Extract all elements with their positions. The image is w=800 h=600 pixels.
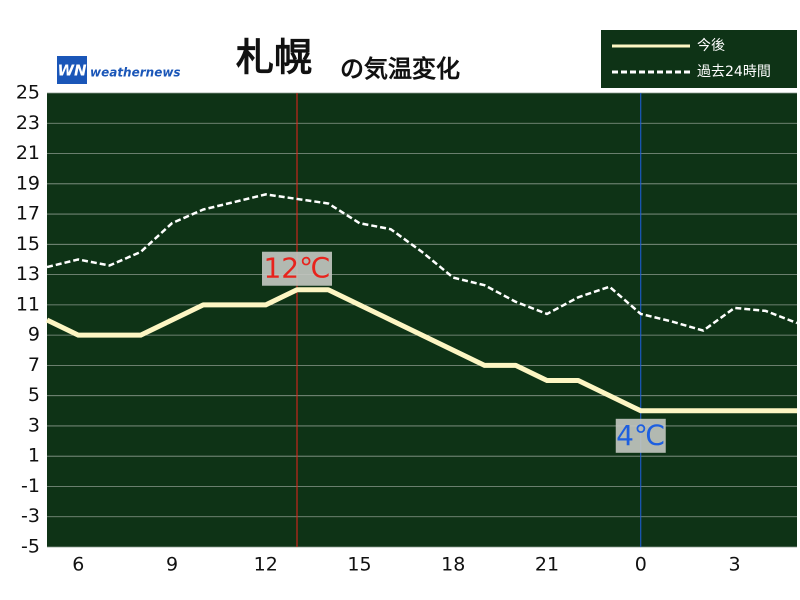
- x-tick-label: 12: [254, 554, 278, 576]
- logo: WN weathernews: [57, 56, 181, 84]
- y-tick-label: 3: [28, 414, 40, 436]
- y-tick-label: 15: [16, 233, 40, 255]
- y-tick-label: 7: [28, 354, 40, 376]
- y-tick-label: 23: [16, 112, 40, 134]
- y-tick-label: 21: [16, 142, 40, 164]
- y-tick-label: 1: [28, 445, 40, 467]
- y-tick-label: 17: [16, 203, 40, 225]
- legend-label: 今後: [697, 38, 725, 54]
- y-tick-label: 19: [16, 172, 40, 194]
- x-tick-label: 18: [441, 554, 465, 576]
- x-tick-label: 0: [635, 554, 647, 576]
- x-tick-label: 6: [72, 554, 84, 576]
- y-tick-label: -1: [21, 475, 40, 497]
- annotation-box: [615, 418, 666, 453]
- x-tick-label: 21: [535, 554, 559, 576]
- y-tick-label: 11: [16, 293, 40, 315]
- chart-title: 札幌: [236, 36, 312, 80]
- series-line: [45, 287, 797, 414]
- y-tick-label: 25: [16, 82, 40, 104]
- x-tick-label: 9: [166, 554, 178, 576]
- logo-mark-bg: [57, 56, 87, 84]
- x-tick-label: 3: [728, 554, 740, 576]
- logo-mark: WN: [57, 62, 87, 80]
- legend-label: 過去24時間: [697, 64, 771, 80]
- y-tick-label: 13: [16, 263, 40, 285]
- annotation-label: 4℃: [616, 419, 665, 452]
- plot-area: [47, 93, 797, 547]
- y-tick-label: -5: [21, 536, 40, 558]
- annotation-label: 12℃: [263, 252, 330, 285]
- y-tick-label: 5: [28, 384, 40, 406]
- y-tick-label: -3: [21, 505, 40, 527]
- legend-box: [601, 30, 797, 88]
- y-tick-label: 9: [28, 324, 40, 346]
- x-tick-label: 15: [347, 554, 371, 576]
- series-line: [46, 193, 798, 332]
- annotation-box: [262, 251, 332, 286]
- chart-title-suffix: の気温変化: [340, 55, 460, 83]
- logo-text: weathernews: [90, 66, 181, 80]
